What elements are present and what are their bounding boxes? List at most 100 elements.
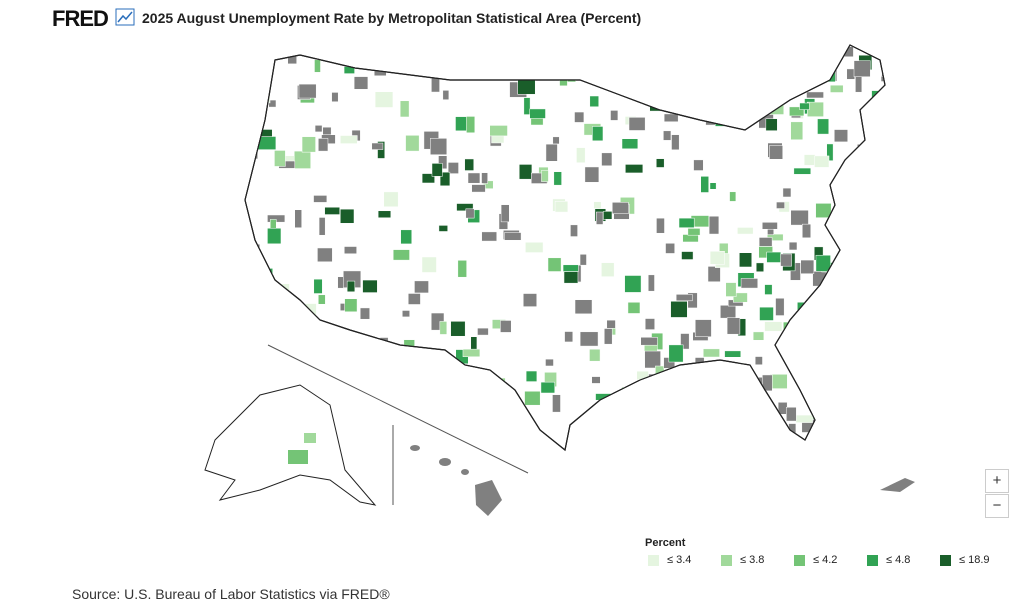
metro-patch (871, 332, 885, 351)
metro-patch (344, 246, 357, 254)
legend-label: ≤ 3.8 (740, 554, 765, 566)
metro-patch (744, 385, 755, 399)
metro-patch (612, 55, 629, 67)
metro-patch (628, 117, 646, 131)
metro-patch (371, 56, 385, 66)
metro-patch (256, 129, 273, 137)
metro-patch (278, 356, 294, 369)
metro-patch (728, 377, 744, 394)
metro-patch (540, 381, 555, 394)
metro-patch (761, 409, 774, 424)
metro-patch (780, 253, 792, 267)
metro-patch (718, 107, 737, 117)
metro-patch (584, 166, 600, 183)
us-border (244, 44, 886, 452)
metro-patch (596, 211, 604, 225)
metro-patch (761, 75, 772, 86)
metro-patch (603, 211, 613, 220)
metro-patch (406, 401, 422, 415)
legend-item: ≤ 18.9 (940, 554, 990, 566)
metro-patch (403, 339, 415, 349)
metro-patch (574, 299, 593, 315)
metro-patch (547, 257, 562, 272)
metro-patch (525, 242, 544, 253)
metro-patch (346, 280, 356, 293)
metro-patch (872, 126, 882, 134)
metro-patch (764, 321, 783, 332)
metro-patch (835, 366, 846, 379)
metro-patch (646, 429, 663, 441)
zoom-out[interactable]: − (985, 494, 1009, 518)
metro-patch (317, 247, 333, 263)
inset-divider (267, 344, 529, 474)
metro-patch (552, 394, 561, 413)
metro-patch (464, 158, 475, 171)
metro-patch (815, 203, 832, 218)
metro-patch (529, 108, 546, 119)
metro-patch (438, 155, 448, 170)
metro-patch (867, 232, 885, 246)
metro-patch (523, 293, 537, 307)
metro-patch (344, 298, 358, 313)
metro-patch (268, 99, 277, 108)
metro-patch (827, 270, 835, 289)
metro-patch (678, 217, 695, 228)
metro-patch (484, 406, 497, 414)
metro-patch (310, 337, 323, 349)
metro-patch (266, 292, 283, 310)
metro-patch (665, 243, 675, 254)
metro-patch (795, 414, 813, 423)
metro-patch (342, 419, 351, 429)
metro-patch (277, 283, 290, 296)
metro-patch (524, 391, 541, 406)
metro-patch (606, 46, 624, 58)
metro-patch (826, 143, 834, 161)
metro-patch (665, 379, 676, 394)
zoom-in[interactable]: + (985, 469, 1009, 493)
metro-patch (693, 159, 704, 171)
metro-patch (799, 102, 810, 110)
metro-patch (769, 145, 783, 160)
metro-patch (545, 143, 558, 162)
metro-patch (680, 333, 690, 350)
metro-patch (800, 259, 815, 274)
legend-item: ≤ 3.4 (648, 554, 691, 566)
metro-patch (377, 141, 386, 159)
metro-patch (477, 327, 489, 336)
metro-patch (438, 225, 448, 232)
metro-patch (465, 208, 475, 219)
metro-patch (644, 350, 661, 369)
metro-patch (846, 68, 856, 80)
metro-patch (294, 209, 302, 228)
metro-patch (462, 348, 481, 357)
hawaii (461, 469, 469, 475)
metro-patch (446, 59, 457, 71)
metro-patch (525, 370, 538, 382)
metro-patch (754, 356, 763, 365)
metro-patch (298, 83, 317, 99)
metro-patch (345, 354, 364, 370)
metro-patch (464, 402, 480, 421)
metro-patch (301, 136, 316, 153)
metro-patch (642, 67, 651, 76)
metro-patch (759, 87, 773, 104)
metro-patch (724, 350, 742, 358)
metro-patch (681, 251, 694, 260)
metro-patch (500, 204, 510, 223)
metro-patch (447, 162, 459, 174)
metro-patch (500, 320, 512, 333)
metro-patch (392, 249, 410, 261)
metro-patch (882, 126, 885, 134)
metro-patch (439, 171, 451, 187)
metro-patch (725, 282, 737, 297)
metro-patch (331, 92, 339, 102)
metro-patch (471, 184, 486, 193)
metro-patch (792, 70, 804, 81)
metro-patch (873, 126, 885, 141)
metro-patch (275, 341, 294, 351)
metro-patch (687, 228, 701, 236)
metro-patch (481, 172, 488, 184)
metro-patch (386, 51, 398, 66)
metro-patch (353, 76, 369, 90)
